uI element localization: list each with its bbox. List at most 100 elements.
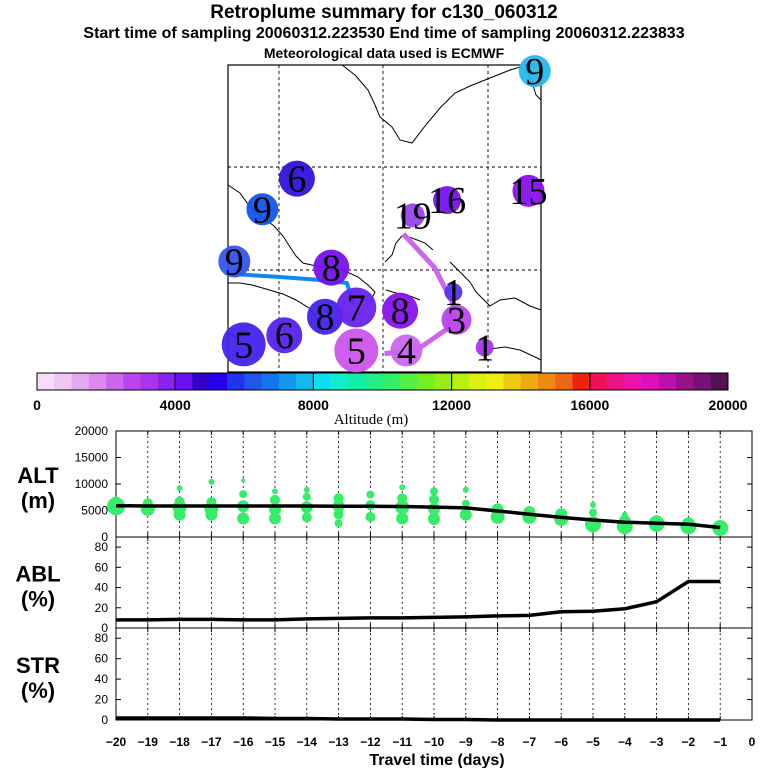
y-tick-label: 60 [95,652,109,666]
colorbar-swatch [693,373,712,390]
plume-day-label: 6 [287,159,306,201]
colorbar-swatch [261,373,280,390]
alt-data-point [333,493,344,504]
x-tick-label: 0 [749,735,756,749]
plume-blob [218,245,251,278]
plume-day-label: 5 [347,331,366,373]
y-tick-label: 40 [95,672,109,686]
plume-day-label: 9 [253,189,272,231]
abl-panel: 0 20 40 60 80 ABL(%) [15,536,753,635]
alt-data-point [239,490,248,499]
plume-blob [441,304,472,335]
alt-data-point [399,484,406,491]
alt-data-point [334,519,343,528]
y-tick-label: 20 [95,693,109,707]
plume-day-label: 9 [225,242,244,284]
sampling-times: Start time of sampling 20060312.223530 E… [83,25,685,42]
colorbar-swatch [123,373,142,390]
colorbar-swatch [572,373,591,390]
plume-day-label: 4 [397,331,416,373]
plume-day-label: 8 [391,291,410,333]
colorbar-tick-label: 20000 [709,397,748,413]
plume-blob [433,186,462,215]
plume-blob [313,249,350,286]
x-tick-label: −16 [233,735,254,749]
alt-data-point [650,515,663,528]
plume-day-label: 8 [316,297,335,339]
alt-data-point [270,494,280,505]
colorbar-swatch [140,373,159,390]
alt-data-point [428,513,440,525]
x-tick-label: −7 [523,735,537,749]
y-tick-label: 10000 [75,477,109,491]
y-tick-label: 20000 [75,424,109,438]
x-tick-label: −5 [586,735,600,749]
alt-data-point [712,520,729,536]
x-tick-label: −11 [392,735,412,749]
plume-blob [518,55,551,88]
y-tick-label: 40 [95,581,109,595]
colorbar-swatch [555,373,573,390]
plume-day-label: 7 [347,288,366,330]
x-tick-label: −15 [265,735,286,749]
plume-blob [444,283,463,302]
colorbar-swatch [244,373,262,390]
y-tick-label: 0 [101,530,108,544]
y-tick-label: 20 [95,601,109,615]
colorbar-swatch [278,373,297,390]
colorbar-swatch [106,373,124,390]
panel-unit: (%) [21,678,55,703]
panel-unit: (m) [21,488,55,513]
colorbar-swatch [607,373,625,390]
x-axis-title: Travel time (days) [369,752,504,768]
colorbar-swatch [296,373,314,390]
colorbar-tick-label: 4000 [160,397,191,413]
colorbar-tick-label: 16000 [570,397,609,413]
plume-blob [307,298,343,335]
colorbar-swatch [486,373,504,390]
alt-data-point [174,496,185,507]
plume-blob [266,317,303,354]
plume-blob [336,287,377,328]
alt-data-point [396,512,409,525]
colorbar-swatch [589,373,608,390]
alt-data-point [429,494,439,505]
panel-label: ABL [15,562,60,587]
colorbar-swatch [468,373,487,390]
alt-data-point [462,486,469,493]
alt-data-point [208,478,215,485]
colorbar-swatch [365,373,383,390]
alt-data-point [302,492,311,501]
plume-day-label: 16 [428,180,466,222]
plume-day-label: 8 [322,248,341,290]
alt-data-point [459,508,472,521]
alt-data-point [269,512,281,525]
x-tick-label: −8 [491,735,505,749]
alt-data-point [366,490,375,499]
colorbar-swatch [434,373,452,390]
colorbar-swatch [227,373,245,390]
x-tick-label: −14 [297,735,318,749]
colorbar-swatch [347,373,366,390]
y-tick-label: 80 [95,631,109,645]
plume-blob [334,328,379,373]
plume-blob [475,338,494,357]
colorbar-swatch [417,373,435,390]
x-tick-label: −3 [650,735,664,749]
colorbar-swatch [503,373,522,390]
x-tick-label: −12 [360,735,381,749]
alt-data-point [621,511,628,518]
alt-data-point [303,486,310,493]
str-series-line [116,716,721,722]
colorbar-tick-label: 0 [33,397,41,413]
plume-blob [390,334,423,367]
plume-day-label: 6 [275,315,294,357]
plume-day-label: 15 [510,171,548,213]
y-tick-label: 0 [101,621,108,635]
altitude-colorbar: 0 4000 8000 12000 16000 20000 Altitude (m) [33,372,748,428]
plume-blob [246,193,279,226]
x-tick-label: −18 [169,735,190,749]
x-tick-label: −19 [138,735,159,749]
x-tick-label: −2 [682,735,696,749]
